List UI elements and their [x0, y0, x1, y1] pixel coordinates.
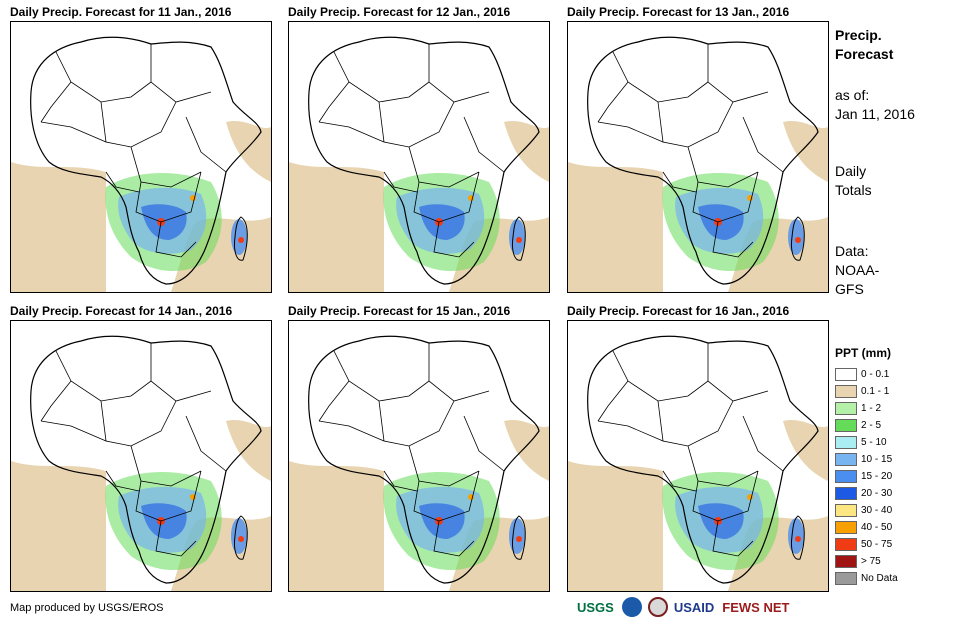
legend-label: 10 - 15 — [861, 454, 893, 465]
legend-item: 5 - 10 — [835, 434, 955, 451]
totals-line2: Totals — [835, 182, 872, 198]
noaa-icon — [621, 597, 642, 617]
legend-label: 0 - 0.1 — [861, 369, 890, 380]
as-of-date: Jan 11, 2016 — [835, 106, 915, 122]
legend-label: 30 - 40 — [861, 505, 893, 516]
forecast-panel-day3: Daily Precip. Forecast for 13 Jan., 2016 — [567, 4, 842, 304]
panel-title: Daily Precip. Forecast for 14 Jan., 2016 — [10, 304, 233, 318]
legend-label: 2 - 5 — [861, 420, 882, 431]
credit-text: Map produced by USGS/EROS — [10, 602, 164, 614]
legend-swatch — [835, 487, 857, 500]
legend-label: 40 - 50 — [861, 522, 893, 533]
legend-swatch — [835, 538, 857, 551]
panel-title: Daily Precip. Forecast for 13 Jan., 2016 — [567, 5, 790, 19]
legend-label: 20 - 30 — [861, 488, 893, 499]
precip-map — [10, 21, 272, 293]
legend-item: 10 - 15 — [835, 451, 955, 468]
legend-swatch — [835, 555, 857, 568]
legend-item: No Data — [835, 570, 955, 587]
legend-label: 5 - 10 — [861, 437, 887, 448]
legend-item: > 75 — [835, 553, 955, 570]
data-line2: NOAA- — [835, 262, 880, 278]
legend-swatch — [835, 470, 857, 483]
precip-map — [567, 21, 829, 293]
precip-map — [288, 21, 550, 293]
legend-item: 50 - 75 — [835, 536, 955, 553]
legend-item: 30 - 40 — [835, 502, 955, 519]
panel-title: Daily Precip. Forecast for 16 Jan., 2016 — [567, 304, 790, 318]
usgs-logo: USGS — [577, 599, 614, 615]
precip-map — [567, 320, 829, 592]
legend-item: 20 - 30 — [835, 485, 955, 502]
legend-label: > 75 — [861, 556, 881, 567]
forecast-panel-day5: Daily Precip. Forecast for 15 Jan., 2016 — [288, 303, 563, 603]
heading-line2: Forecast — [835, 46, 894, 62]
data-line1: Data: — [835, 243, 869, 259]
legend-item: 40 - 50 — [835, 519, 955, 536]
legend-label: No Data — [861, 573, 898, 584]
legend-swatch — [835, 402, 857, 415]
legend-swatch — [835, 385, 857, 398]
logos: USGS USAID FEWS NET — [577, 594, 797, 620]
panel-title: Daily Precip. Forecast for 15 Jan., 2016 — [288, 304, 511, 318]
legend-label: 0.1 - 1 — [861, 386, 890, 397]
forecast-panel-day1: Daily Precip. Forecast for 11 Jan., 2016 — [10, 4, 285, 304]
totals-line1: Daily — [835, 163, 867, 179]
legend-label: 1 - 2 — [861, 403, 882, 414]
data-source-block: Data: NOAA- GFS — [835, 242, 879, 299]
legend-swatch — [835, 453, 857, 466]
forecast-panel-day6: Daily Precip. Forecast for 16 Jan., 2016 — [567, 303, 842, 603]
totals-block: Daily Totals — [835, 162, 872, 200]
precip-map — [10, 320, 272, 592]
forecast-heading: Precip. Forecast — [835, 26, 893, 64]
as-of-block: as of: Jan 11, 2016 — [835, 86, 915, 124]
usaid-seal-icon — [647, 597, 668, 617]
legend-item: 0 - 0.1 — [835, 366, 955, 383]
legend-title: PPT (mm) — [835, 346, 892, 360]
panel-title: Daily Precip. Forecast for 12 Jan., 2016 — [288, 5, 511, 19]
legend-item: 15 - 20 — [835, 468, 955, 485]
fewsnet-logo: FEWS NET — [722, 599, 790, 615]
data-line3: GFS — [835, 281, 864, 297]
legend-swatch — [835, 572, 857, 585]
panel-title: Daily Precip. Forecast for 11 Jan., 2016 — [10, 5, 232, 19]
legend-swatch — [835, 436, 857, 449]
legend-swatch — [835, 419, 857, 432]
legend-swatch — [835, 504, 857, 517]
usaid-logo: USAID — [673, 599, 715, 615]
as-of-label: as of: — [835, 87, 870, 103]
legend-label: 15 - 20 — [861, 471, 893, 482]
forecast-panel-day4: Daily Precip. Forecast for 14 Jan., 2016 — [10, 303, 285, 603]
forecast-panel-day2: Daily Precip. Forecast for 12 Jan., 2016 — [288, 4, 563, 304]
legend: PPT (mm) 0 - 0.1 0.1 - 1 1 - 2 2 - 5 5 - 10 1… — [835, 346, 955, 587]
legend-label: 50 - 75 — [861, 539, 893, 550]
legend-item: 2 - 5 — [835, 417, 955, 434]
legend-swatch — [835, 521, 857, 534]
precip-map — [288, 320, 550, 592]
legend-item: 1 - 2 — [835, 400, 955, 417]
heading-line1: Precip. — [835, 27, 882, 43]
legend-swatch — [835, 368, 857, 381]
legend-item: 0.1 - 1 — [835, 383, 955, 400]
